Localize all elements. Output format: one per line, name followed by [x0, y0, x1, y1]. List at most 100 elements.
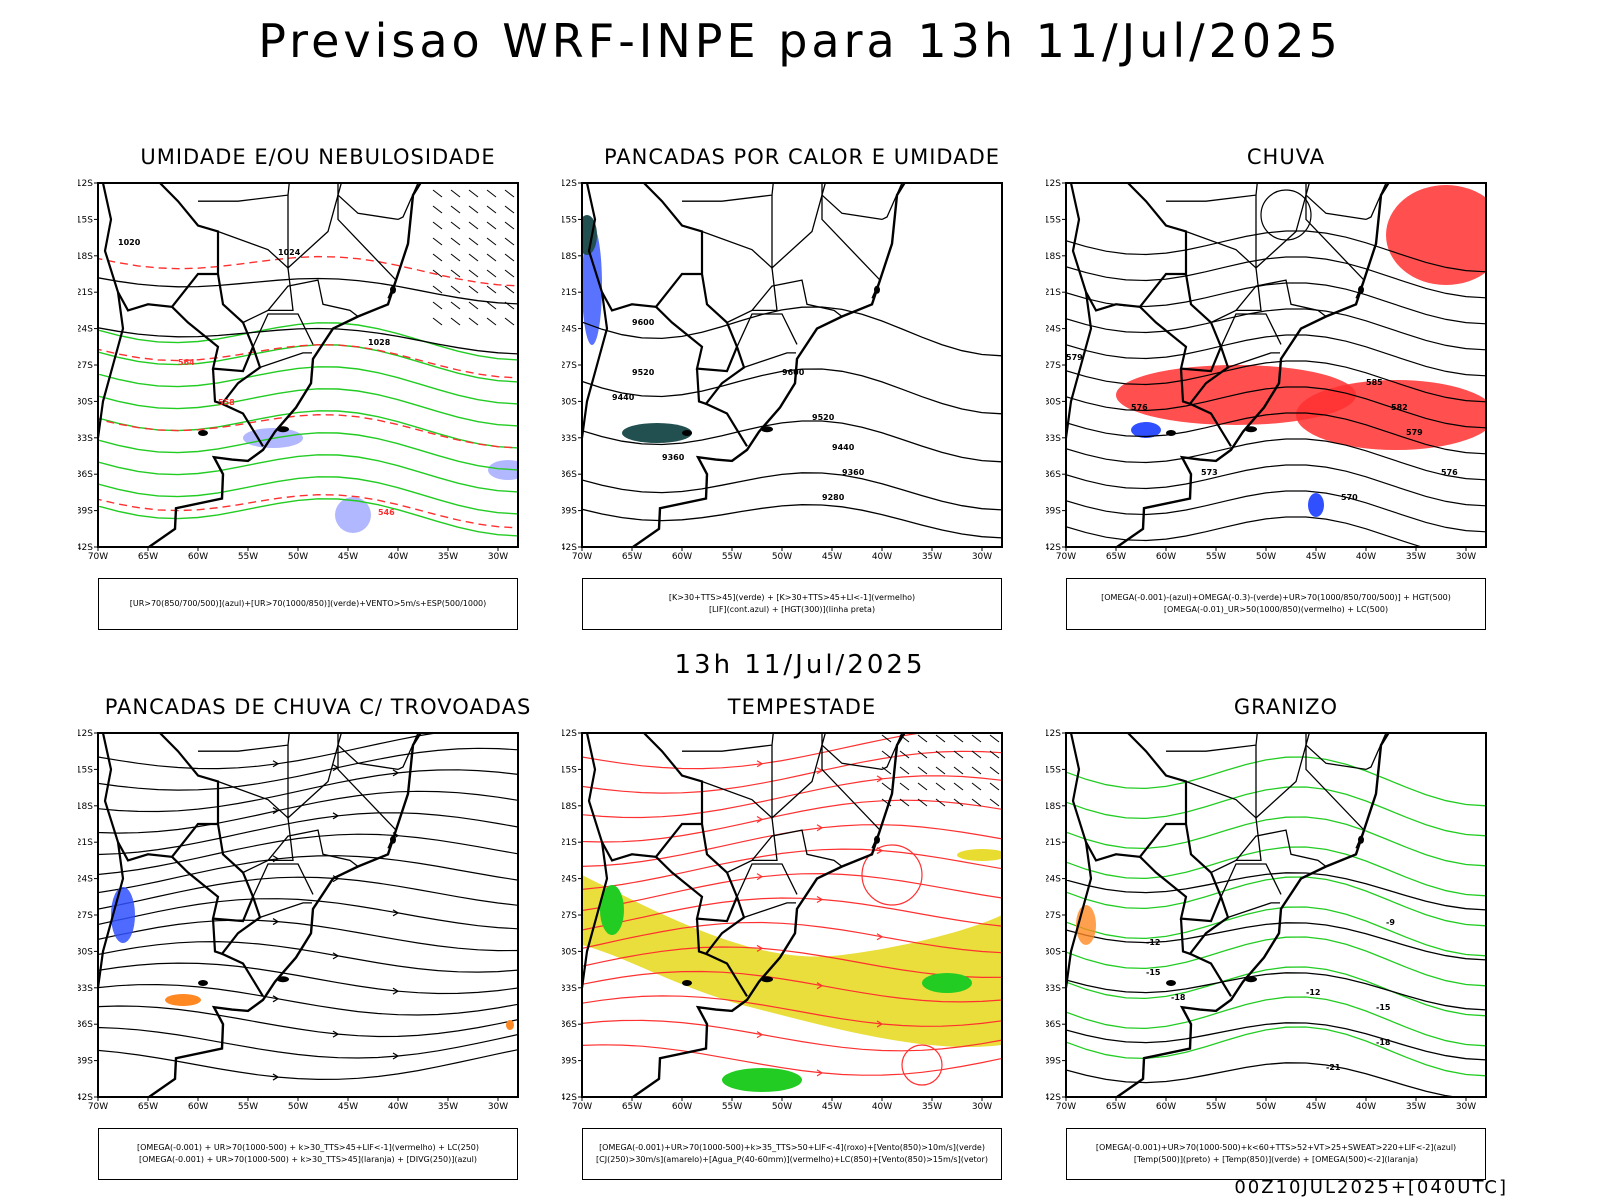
- state-border: [1365, 183, 1387, 220]
- streamline-arrow: [272, 918, 280, 926]
- streamline: [98, 790, 518, 834]
- legend-line: [LIF](cont.azul) + [HGT(300)](linha pret…: [708, 605, 876, 614]
- map-plot: 9600 9520 9440 9360 9600 9520 9440 9360 9280 12S 1…: [562, 179, 1003, 562]
- state-border: [743, 902, 796, 919]
- lon-tick-label: 60W: [672, 1102, 692, 1112]
- coastline-east: [148, 183, 422, 547]
- temp850-contour: [1066, 876, 1486, 927]
- wind-vector: [917, 766, 928, 775]
- streamline-arrow: [816, 895, 824, 904]
- lon-tick-label: 70W: [88, 1102, 108, 1112]
- rain-area: [1386, 185, 1486, 285]
- state-border: [1220, 313, 1282, 348]
- contour-label: 9440: [832, 443, 855, 452]
- lat-tick-label: 36S: [78, 470, 93, 480]
- country-border: [587, 733, 748, 997]
- lake-mark: [1245, 976, 1257, 983]
- wind-vector: [468, 189, 479, 198]
- lon-tick-label: 70W: [1056, 552, 1076, 562]
- lon-tick-label: 55W: [238, 552, 258, 562]
- lon-tick-label: 45W: [338, 552, 358, 562]
- plot-frame: [97, 182, 519, 548]
- streamline-arrow: [392, 769, 400, 777]
- lat-tick-label: 15S: [1046, 215, 1061, 225]
- state-border: [743, 352, 796, 369]
- lon-tick-label: 50W: [288, 1102, 308, 1112]
- height-contour: [582, 472, 1002, 511]
- lat-tick-label: 39S: [562, 1057, 577, 1067]
- wind-vector: [899, 782, 910, 791]
- legend-line: [Temp(500)](preto) + [Temp(850)](verde) …: [1133, 1155, 1419, 1164]
- lake-mark: [1358, 285, 1364, 294]
- streamline: [582, 848, 1002, 891]
- panel-umidade: UMIDADE E/OU NEBULOSIDADE 1020 1024 1028 56…: [78, 145, 558, 630]
- contour-label: -12: [1306, 988, 1320, 997]
- streamline: [98, 962, 518, 995]
- wind-area: [600, 885, 624, 935]
- streamline: [582, 799, 1002, 843]
- lon-tick-label: 35W: [438, 1102, 458, 1112]
- lat-tick-label: 15S: [562, 215, 577, 225]
- lat-tick-label: 18S: [78, 802, 93, 812]
- wind-area: [922, 973, 972, 993]
- legend-line: [OMEGA(-0.001)-(azul)+OMEGA(-0.3)-(verde…: [1101, 593, 1451, 602]
- green-contour: [98, 388, 518, 427]
- state-border: [1255, 733, 1307, 820]
- mid-title: 13h 11/Jul/2025: [674, 650, 926, 680]
- streamline-arrow: [272, 760, 280, 768]
- lon-tick-label: 30W: [488, 552, 508, 562]
- country-border: [211, 918, 223, 955]
- lon-tick-label: 35W: [1406, 1102, 1426, 1112]
- lake-mark: [390, 835, 396, 844]
- contour-label: 564: [178, 358, 195, 367]
- streamline-arrow: [756, 873, 764, 881]
- lat-tick-label: 18S: [562, 252, 577, 262]
- lake-mark: [198, 429, 208, 436]
- wind-vector: [899, 798, 910, 807]
- streamline: [582, 750, 1002, 794]
- streamline-arrow: [272, 807, 280, 815]
- lon-tick-label: 65W: [1106, 552, 1126, 562]
- country-border: [582, 842, 609, 996]
- temp850-contour: [1066, 756, 1486, 807]
- country-border: [103, 733, 264, 997]
- state-border: [252, 863, 314, 898]
- streamline: [98, 1005, 518, 1038]
- plot-layer: [98, 733, 518, 1097]
- lon-tick-label: 60W: [1156, 1102, 1176, 1112]
- panel-title: GRANIZO: [1233, 695, 1339, 719]
- state-border: [701, 780, 778, 874]
- lat-tick-label: 36S: [78, 1020, 93, 1030]
- lat-tick-label: 33S: [562, 984, 577, 994]
- streamline-arrow: [756, 944, 764, 952]
- country-border: [1179, 918, 1191, 955]
- state-border: [771, 733, 823, 820]
- lon-tick-label: 45W: [1306, 552, 1326, 562]
- contour-label: 576: [1131, 403, 1148, 412]
- streamline-arrow: [876, 933, 884, 941]
- state-border: [701, 230, 778, 324]
- state-border: [682, 733, 774, 752]
- legend-line: [UR>70(850/700/500)](azul)+[UR>70(1000/8…: [129, 599, 487, 608]
- legend-box: [K>30+TTS>45](verde) + [K>30+TTS>45+LI<-…: [582, 578, 1002, 630]
- lat-tick-label: 24S: [562, 325, 577, 335]
- lon-tick-label: 40W: [872, 552, 892, 562]
- legend-line: [OMEGA(-0.001) + UR>70(1000-500) + k>30_…: [138, 1155, 478, 1164]
- lon-tick-label: 65W: [1106, 1102, 1126, 1112]
- state-border: [1305, 195, 1365, 299]
- country-border: [1069, 733, 1186, 862]
- country-border: [695, 918, 707, 955]
- lat-tick-label: 18S: [78, 252, 93, 262]
- state-border: [751, 829, 843, 868]
- wind-vector: [881, 734, 892, 743]
- lat-tick-label: 15S: [78, 215, 93, 225]
- streamline-arrow: [392, 987, 400, 995]
- humidity-area: [488, 460, 518, 480]
- streamline: [582, 872, 1002, 912]
- contour-label: 9360: [662, 453, 685, 462]
- vortex: [861, 844, 923, 906]
- state-border: [1235, 279, 1327, 318]
- wind-vector: [486, 269, 497, 278]
- wind-vector: [971, 766, 982, 775]
- lon-tick-label: 70W: [1056, 1102, 1076, 1112]
